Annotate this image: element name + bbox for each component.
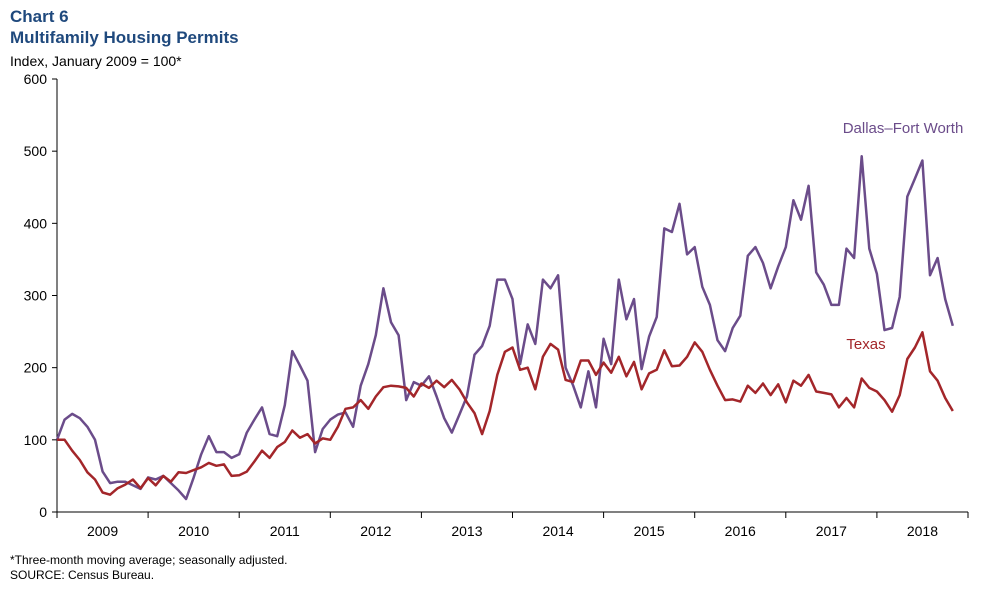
note: *Three-month moving average; seasonally … [10, 553, 288, 567]
y-tick-label: 0 [39, 504, 47, 520]
y-tick-label: 100 [24, 432, 48, 448]
chart-title: Chart 6 [10, 7, 69, 26]
x-tick-label: 2013 [451, 523, 482, 539]
series-label: Texas [846, 336, 885, 353]
x-tick-label: 2010 [178, 523, 209, 539]
x-tick-label: 2016 [725, 523, 756, 539]
x-tick-label: 2015 [634, 523, 665, 539]
series-label: Dallas–Fort Worth [843, 120, 964, 137]
x-tick-label: 2009 [87, 523, 118, 539]
y-tick-label: 600 [24, 71, 48, 87]
series-line [57, 331, 954, 496]
chart-subtitle: Multifamily Housing Permits [10, 28, 239, 47]
y-tick-label: 300 [24, 288, 48, 304]
source: SOURCE: Census Bureau. [10, 568, 154, 582]
x-tick-label: 2011 [270, 523, 300, 539]
y-axis-label: Index, January 2009 = 100* [10, 53, 182, 69]
x-tick-label: 2018 [907, 523, 938, 539]
x-tick-label: 2017 [816, 523, 847, 539]
y-tick-label: 400 [24, 215, 48, 231]
y-tick-label: 500 [24, 143, 48, 159]
series-line [55, 154, 955, 501]
y-tick-label: 200 [24, 360, 48, 376]
x-tick-label: 2014 [542, 523, 573, 539]
x-tick-label: 2012 [360, 523, 391, 539]
